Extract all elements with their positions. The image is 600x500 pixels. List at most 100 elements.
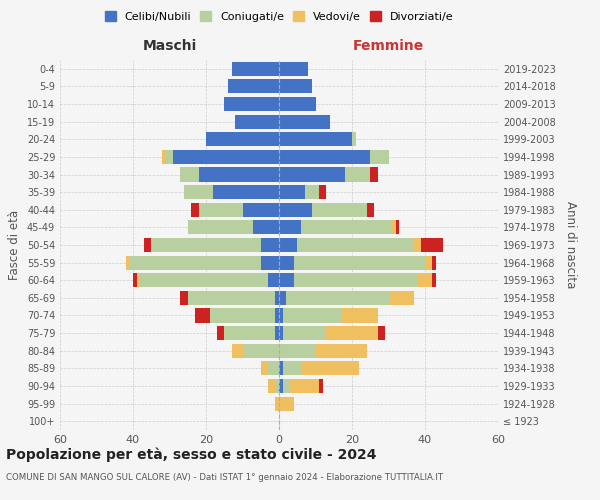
Bar xyxy=(279,97,316,111)
Bar xyxy=(173,150,279,164)
Bar xyxy=(421,238,443,252)
Bar xyxy=(279,291,286,305)
Bar xyxy=(283,308,341,322)
Bar xyxy=(283,379,290,393)
Bar xyxy=(370,168,377,181)
Bar xyxy=(352,132,356,146)
Bar xyxy=(432,273,436,287)
Bar xyxy=(286,291,389,305)
Bar xyxy=(199,168,279,181)
Bar xyxy=(279,202,312,217)
Bar xyxy=(279,220,301,234)
Bar xyxy=(232,344,242,358)
Bar xyxy=(316,344,367,358)
Bar xyxy=(228,80,279,94)
Bar xyxy=(206,132,279,146)
Bar xyxy=(279,344,316,358)
Bar xyxy=(209,308,275,322)
Bar xyxy=(199,202,242,217)
Bar xyxy=(283,326,326,340)
Bar xyxy=(275,326,279,340)
Bar xyxy=(188,220,253,234)
Bar xyxy=(326,326,377,340)
Bar xyxy=(217,326,224,340)
Bar xyxy=(341,308,377,322)
Bar xyxy=(242,344,279,358)
Bar xyxy=(312,202,367,217)
Bar xyxy=(140,273,268,287)
Bar xyxy=(283,362,301,376)
Bar xyxy=(279,379,283,393)
Bar xyxy=(279,238,297,252)
Bar xyxy=(184,185,214,199)
Bar xyxy=(279,185,305,199)
Bar xyxy=(224,97,279,111)
Bar xyxy=(181,168,199,181)
Bar xyxy=(275,396,279,410)
Bar xyxy=(235,114,279,128)
Bar xyxy=(130,256,261,270)
Bar xyxy=(224,326,275,340)
Bar xyxy=(181,291,188,305)
Bar xyxy=(370,150,389,164)
Bar xyxy=(279,326,283,340)
Bar xyxy=(268,273,279,287)
Bar xyxy=(344,168,370,181)
Bar xyxy=(242,202,279,217)
Bar xyxy=(137,273,140,287)
Bar xyxy=(301,362,359,376)
Bar xyxy=(253,220,279,234)
Bar xyxy=(275,291,279,305)
Text: Femmine: Femmine xyxy=(353,38,424,52)
Bar xyxy=(279,80,312,94)
Text: Popolazione per età, sesso e stato civile - 2024: Popolazione per età, sesso e stato civil… xyxy=(6,448,377,462)
Text: Maschi: Maschi xyxy=(142,38,197,52)
Bar xyxy=(279,168,344,181)
Y-axis label: Fasce di età: Fasce di età xyxy=(8,210,21,280)
Bar xyxy=(389,291,414,305)
Bar xyxy=(319,185,326,199)
Bar xyxy=(377,326,385,340)
Bar xyxy=(191,202,199,217)
Bar xyxy=(279,62,308,76)
Legend: Celibi/Nubili, Coniugati/e, Vedovi/e, Divorziati/e: Celibi/Nubili, Coniugati/e, Vedovi/e, Di… xyxy=(100,6,458,26)
Bar xyxy=(301,220,392,234)
Bar xyxy=(279,256,293,270)
Bar xyxy=(268,379,275,393)
Bar xyxy=(297,238,414,252)
Bar xyxy=(162,150,166,164)
Bar xyxy=(290,379,319,393)
Bar xyxy=(126,256,130,270)
Bar xyxy=(418,273,433,287)
Bar xyxy=(392,220,396,234)
Bar xyxy=(319,379,323,393)
Bar xyxy=(261,238,279,252)
Bar xyxy=(275,379,279,393)
Bar xyxy=(293,273,418,287)
Bar xyxy=(279,396,293,410)
Bar xyxy=(166,150,173,164)
Bar xyxy=(261,362,268,376)
Bar xyxy=(151,238,261,252)
Bar xyxy=(367,202,374,217)
Bar xyxy=(279,132,352,146)
Bar xyxy=(214,185,279,199)
Text: COMUNE DI SAN MANGO SUL CALORE (AV) - Dati ISTAT 1° gennaio 2024 - Elaborazione : COMUNE DI SAN MANGO SUL CALORE (AV) - Da… xyxy=(6,472,443,482)
Bar xyxy=(195,308,209,322)
Bar xyxy=(425,256,432,270)
Bar xyxy=(268,362,279,376)
Bar xyxy=(232,62,279,76)
Bar xyxy=(188,291,275,305)
Bar xyxy=(396,220,400,234)
Bar xyxy=(293,256,425,270)
Bar xyxy=(305,185,319,199)
Bar xyxy=(261,256,279,270)
Bar xyxy=(279,114,330,128)
Bar xyxy=(279,150,370,164)
Bar xyxy=(275,308,279,322)
Bar xyxy=(414,238,421,252)
Bar xyxy=(279,362,283,376)
Bar xyxy=(133,273,137,287)
Bar xyxy=(144,238,151,252)
Y-axis label: Anni di nascita: Anni di nascita xyxy=(563,202,577,288)
